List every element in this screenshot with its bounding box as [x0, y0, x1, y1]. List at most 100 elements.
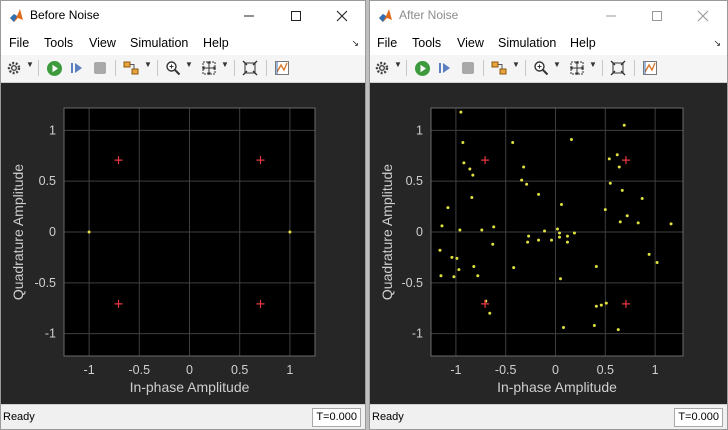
- y-tick-label: 1: [49, 123, 56, 137]
- menu-overflow-icon[interactable]: ↘: [713, 38, 721, 48]
- signal-point: [543, 229, 547, 233]
- signal-point: [468, 167, 472, 171]
- measurements-button[interactable]: [641, 59, 659, 77]
- window-gap: [366, 0, 369, 430]
- signal-point: [604, 301, 608, 305]
- signal-point: [288, 230, 292, 234]
- signal-point: [537, 192, 541, 196]
- y-tick-label: 0: [416, 225, 423, 239]
- signal-point: [476, 274, 480, 278]
- settings-dropdown-icon[interactable]: ▼: [394, 60, 402, 69]
- signal-point: [615, 153, 619, 157]
- maximize-icon: [291, 11, 301, 22]
- signal-point: [620, 188, 624, 192]
- signal-point: [572, 231, 576, 235]
- toolbar-separator: [406, 60, 407, 76]
- settings-button[interactable]: [5, 59, 23, 77]
- menu-tools[interactable]: Tools: [44, 36, 74, 50]
- x-tick-label: 1: [286, 363, 293, 377]
- reference-point: [256, 299, 265, 308]
- menu-view[interactable]: View: [89, 36, 116, 50]
- menu-simulation[interactable]: Simulation: [130, 36, 189, 50]
- scale-axes-button[interactable]: [568, 59, 586, 77]
- axes-scaling-button[interactable]: [609, 59, 627, 77]
- signal-point: [522, 165, 526, 169]
- toolbar-separator: [266, 60, 267, 76]
- zoom-in-icon: [534, 61, 549, 76]
- x-axis-label: In-phase Amplitude: [130, 379, 250, 395]
- y-tick-label: 0.5: [39, 174, 56, 188]
- menu-tools[interactable]: Tools: [412, 36, 442, 50]
- signal-point: [558, 277, 562, 281]
- scale-dropdown-icon[interactable]: ▼: [589, 60, 597, 69]
- signal-point: [569, 138, 573, 142]
- constellation-plot[interactable]: -1 -0.5 0 0.5 1 -1 -0.5 0 0.5 1 In-phase Amplitude…: [370, 83, 727, 404]
- signal-point: [622, 123, 626, 127]
- menu-simulation[interactable]: Simulation: [498, 36, 557, 50]
- minimize-icon: [244, 15, 254, 17]
- maximize-button[interactable]: [634, 1, 680, 30]
- signal-point: [669, 222, 673, 226]
- highlight-button[interactable]: [490, 59, 508, 77]
- toolbar: ▼ ▼ ▼ ▼: [1, 55, 365, 83]
- title-bar[interactable]: Before Noise: [1, 1, 365, 30]
- play-icon: [414, 60, 430, 76]
- measurements-button[interactable]: [273, 59, 291, 77]
- highlight-dropdown-icon[interactable]: ▼: [144, 60, 152, 69]
- zoom-in-icon: [166, 61, 181, 76]
- zoom-button[interactable]: [164, 59, 182, 77]
- signal-point: [537, 238, 541, 242]
- highlight-dropdown-icon[interactable]: ▼: [512, 60, 520, 69]
- menu-bar: File Tools View Simulation Help ↘: [1, 30, 365, 55]
- gear-icon: [375, 61, 389, 75]
- step-forward-button[interactable]: [68, 59, 86, 77]
- constellation-plot[interactable]: -1 -0.5 0 0.5 1 -1 -0.5 0 0.5 1 In-phase Amplitude…: [1, 83, 365, 404]
- y-tick-label: -1: [412, 327, 423, 341]
- zoom-dropdown-icon[interactable]: ▼: [185, 60, 193, 69]
- highlight-button[interactable]: [122, 59, 140, 77]
- menu-view[interactable]: View: [457, 36, 484, 50]
- close-button[interactable]: [680, 1, 726, 30]
- signal-point: [640, 196, 644, 200]
- step-forward-button[interactable]: [436, 59, 454, 77]
- plot-area: -1 -0.5 0 0.5 1 -1 -0.5 0 0.5 1 In-phase Amplitude…: [370, 83, 727, 404]
- maximize-button[interactable]: [273, 1, 319, 30]
- scale-dropdown-icon[interactable]: ▼: [221, 60, 229, 69]
- menu-help[interactable]: Help: [203, 36, 229, 50]
- menu-bar: File Tools View Simulation Help ↘: [370, 30, 727, 55]
- zoom-button[interactable]: [532, 59, 550, 77]
- run-button[interactable]: [413, 59, 431, 77]
- settings-dropdown-icon[interactable]: ▼: [26, 60, 34, 69]
- signal-point: [594, 265, 598, 269]
- signal-point: [512, 266, 516, 270]
- zoom-dropdown-icon[interactable]: ▼: [553, 60, 561, 69]
- y-tick-label: 0: [49, 225, 56, 239]
- signal-point: [450, 255, 454, 259]
- close-button[interactable]: [319, 1, 365, 30]
- measurements-icon: [643, 61, 657, 75]
- menu-overflow-icon[interactable]: ↘: [351, 38, 359, 48]
- axes-scaling-button[interactable]: [241, 59, 259, 77]
- menu-help[interactable]: Help: [570, 36, 596, 50]
- signal-point: [618, 220, 622, 224]
- status-text: Ready: [3, 411, 35, 423]
- stop-button[interactable]: [459, 59, 477, 77]
- minimize-button[interactable]: [588, 1, 634, 30]
- signal-point: [557, 235, 561, 239]
- simulation-time: T=0.000: [312, 408, 361, 427]
- run-button[interactable]: [45, 59, 63, 77]
- minimize-button[interactable]: [226, 1, 272, 30]
- settings-button[interactable]: [373, 59, 391, 77]
- signal-point: [440, 224, 444, 228]
- signal-point: [439, 274, 443, 278]
- menu-file[interactable]: File: [377, 36, 398, 50]
- menu-file[interactable]: File: [9, 36, 30, 50]
- scale-axes-button[interactable]: [200, 59, 218, 77]
- toolbar-separator: [157, 60, 158, 76]
- signal-point: [565, 234, 569, 238]
- stop-button[interactable]: [91, 59, 109, 77]
- fit-to-view-icon: [570, 61, 584, 75]
- title-bar[interactable]: After Noise: [370, 1, 727, 30]
- close-icon: [336, 10, 348, 22]
- signal-point: [555, 227, 559, 231]
